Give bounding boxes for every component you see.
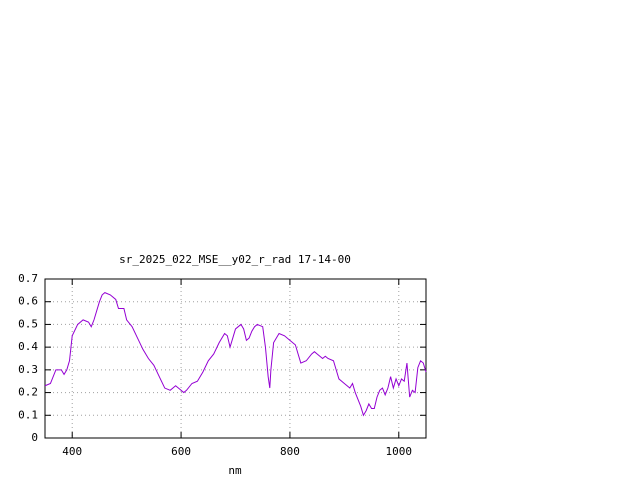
- y-tick-label: 0.1: [18, 408, 38, 421]
- y-tick-label: 0.2: [18, 386, 38, 399]
- x-tick-label: 400: [62, 445, 82, 458]
- data-line: [44, 292, 427, 417]
- y-tick-label: 0.3: [18, 363, 38, 376]
- x-tick-label: 800: [280, 445, 300, 458]
- chart-title: sr_2025_022_MSE__y02_r_rad 17-14-00: [119, 253, 351, 266]
- x-tick-label: 1000: [386, 445, 413, 458]
- y-tick-label: 0.6: [18, 295, 38, 308]
- y-tick-label: 0.4: [18, 340, 38, 353]
- x-axis-label: nm: [228, 464, 242, 477]
- x-tick-label: 600: [171, 445, 191, 458]
- y-tick-label: 0.5: [18, 317, 38, 330]
- plot-frame: [44, 278, 427, 439]
- y-tick-label: 0: [31, 431, 38, 444]
- y-tick-label: 0.7: [18, 272, 38, 285]
